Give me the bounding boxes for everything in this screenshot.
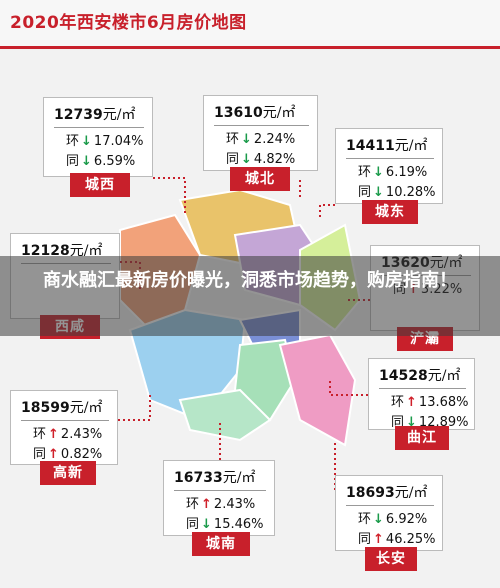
change-row: 同 ↓ 10.28% [346,183,436,203]
banner: 商水融汇最新房价曝光，洞悉市场趋势，购房指南！ [0,256,500,336]
change-arrow: ↓ [81,154,92,169]
leader-line [319,204,335,220]
change-arrow: ↓ [373,512,384,527]
price-value: 16733 [174,470,223,486]
price-value: 18599 [21,400,70,416]
price-line: 16733元/㎡ [174,467,266,491]
price-value: 14411 [346,138,395,154]
change-row: 环 ↓ 17.04% [54,132,144,152]
change-arrow: ↑ [406,395,417,410]
district-name: 曲江 [395,426,449,450]
change-label: 环 [226,132,240,147]
price-value: 12128 [21,243,70,259]
price-unit: 元/㎡ [69,243,103,259]
change-row: 同 ↑ 0.82% [21,445,109,465]
change-arrow: ↓ [406,415,417,430]
price-unit: 元/㎡ [102,107,136,123]
change-arrow: ↑ [201,497,212,512]
change-row: 环 ↑ 13.68% [379,393,469,413]
change-arrow: ↓ [373,165,384,180]
price-value: 12739 [54,107,103,123]
change-label: 同 [33,447,47,462]
change-value: 13.68% [418,395,469,410]
price-unit: 元/㎡ [394,485,428,501]
price-unit: 元/㎡ [394,138,428,154]
change-value: 17.04% [93,134,144,149]
change-arrow: ↓ [81,134,92,149]
header-title: 2020年西安楼市6月房价地图 [10,13,247,33]
change-label: 同 [66,154,80,169]
change-row: 同 ↑ 46.25% [346,530,436,550]
district-name: 城南 [192,532,250,556]
change-arrow: ↑ [373,532,384,547]
price-line: 12739元/㎡ [54,104,144,128]
change-label: 同 [226,152,240,167]
change-arrow: ↓ [241,132,252,147]
change-label: 环 [358,165,372,180]
change-label: 同 [358,185,372,200]
change-row: 环 ↑ 2.43% [174,495,266,515]
header: 2020年西安楼市6月房价地图 [0,0,500,49]
region [278,333,357,447]
change-row: 环 ↓ 6.92% [346,510,434,530]
change-value: 15.46% [213,517,264,532]
district-name: 城北 [230,167,290,191]
leader-line [118,395,151,421]
price-value: 18693 [346,485,395,501]
change-value: 0.82% [60,447,103,462]
price-value: 14528 [379,368,428,384]
price-unit: 元/㎡ [69,400,103,416]
change-row: 环 ↓ 2.24% [214,130,309,150]
price-line: 14528元/㎡ [379,365,466,389]
change-label: 同 [186,517,200,532]
change-value: 2.43% [60,427,103,442]
price-line: 18693元/㎡ [346,482,434,506]
change-value: 6.19% [385,165,428,180]
price-unit: 元/㎡ [427,368,461,384]
price-line: 13610元/㎡ [214,102,309,126]
change-row: 环 ↑ 2.43% [21,425,109,445]
change-value: 2.43% [213,497,256,512]
price-line: 18599元/㎡ [21,397,109,421]
price-unit: 元/㎡ [262,105,296,121]
change-row: 同 ↓ 15.46% [174,515,266,535]
district-name: 城西 [70,173,130,197]
change-arrow: ↑ [48,447,59,462]
change-arrow: ↓ [201,517,212,532]
price-value: 13610 [214,105,263,121]
change-value: 6.92% [385,512,428,527]
change-label: 环 [186,497,200,512]
change-arrow: ↑ [48,427,59,442]
change-row: 同 ↓ 4.82% [214,150,309,170]
change-label: 环 [391,395,405,410]
change-arrow: ↓ [373,185,384,200]
change-value: 2.24% [253,132,296,147]
change-value: 6.59% [93,154,136,169]
price-unit: 元/㎡ [222,470,256,486]
district-name: 高新 [40,461,96,485]
leader-line [153,177,186,215]
district-name: 长安 [365,547,417,571]
change-row: 环 ↓ 6.19% [346,163,434,183]
change-arrow: ↓ [241,152,252,167]
region [178,388,272,442]
change-label: 同 [358,532,372,547]
change-value: 4.82% [253,152,296,167]
price-line: 14411元/㎡ [346,135,434,159]
change-label: 环 [33,427,47,442]
change-value: 10.28% [385,185,436,200]
change-label: 环 [66,134,80,149]
change-row: 同 ↓ 6.59% [54,152,144,172]
district-name: 城东 [362,200,418,224]
change-value: 46.25% [385,532,436,547]
change-label: 环 [358,512,372,527]
